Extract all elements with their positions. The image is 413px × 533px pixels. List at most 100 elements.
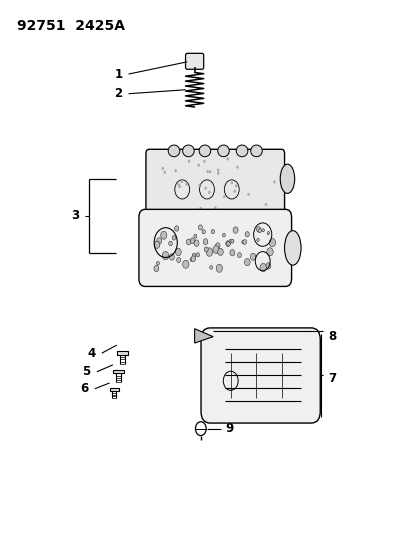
Ellipse shape xyxy=(182,145,194,157)
Circle shape xyxy=(230,239,233,243)
Circle shape xyxy=(259,263,266,272)
Circle shape xyxy=(268,239,275,247)
Text: 8: 8 xyxy=(328,330,336,343)
Ellipse shape xyxy=(250,145,262,157)
Text: 9: 9 xyxy=(225,422,233,435)
Circle shape xyxy=(161,167,164,170)
Circle shape xyxy=(241,240,244,244)
Circle shape xyxy=(267,209,269,212)
Circle shape xyxy=(160,231,166,239)
Circle shape xyxy=(216,168,219,172)
Circle shape xyxy=(169,254,174,260)
Text: 4: 4 xyxy=(87,346,95,360)
Circle shape xyxy=(214,206,216,209)
Circle shape xyxy=(217,248,223,255)
Circle shape xyxy=(258,229,261,232)
Circle shape xyxy=(169,241,172,246)
Circle shape xyxy=(209,265,212,269)
Circle shape xyxy=(156,261,159,265)
Circle shape xyxy=(193,234,197,238)
Circle shape xyxy=(229,249,234,256)
Polygon shape xyxy=(194,329,213,343)
Circle shape xyxy=(174,169,176,172)
Bar xyxy=(113,370,123,374)
Circle shape xyxy=(185,182,188,185)
Circle shape xyxy=(182,260,188,268)
Circle shape xyxy=(198,184,200,187)
Circle shape xyxy=(162,252,169,260)
Circle shape xyxy=(172,236,175,240)
Circle shape xyxy=(175,248,181,256)
Circle shape xyxy=(203,211,205,214)
Circle shape xyxy=(204,187,206,190)
Circle shape xyxy=(242,239,246,244)
Circle shape xyxy=(212,246,218,254)
Circle shape xyxy=(216,172,219,175)
Text: 5: 5 xyxy=(82,365,90,378)
Circle shape xyxy=(154,241,159,248)
Text: 6: 6 xyxy=(80,382,88,395)
Circle shape xyxy=(256,238,259,241)
FancyBboxPatch shape xyxy=(201,328,320,423)
Circle shape xyxy=(216,264,222,272)
Bar xyxy=(109,388,119,391)
Text: 3: 3 xyxy=(71,209,79,222)
Circle shape xyxy=(226,241,230,246)
Circle shape xyxy=(186,239,190,245)
Circle shape xyxy=(202,230,205,234)
Circle shape xyxy=(197,164,199,167)
Circle shape xyxy=(180,180,183,183)
Circle shape xyxy=(225,241,230,246)
Circle shape xyxy=(209,170,211,173)
Circle shape xyxy=(266,231,269,235)
Circle shape xyxy=(216,249,219,253)
Text: 92751  2425A: 92751 2425A xyxy=(17,19,125,33)
Circle shape xyxy=(191,256,195,262)
Circle shape xyxy=(190,258,192,261)
Circle shape xyxy=(190,238,194,244)
Circle shape xyxy=(194,240,199,246)
Circle shape xyxy=(208,191,210,194)
Circle shape xyxy=(226,157,228,160)
Circle shape xyxy=(266,248,273,256)
Ellipse shape xyxy=(284,231,300,265)
Circle shape xyxy=(237,253,241,257)
Circle shape xyxy=(223,195,225,198)
Circle shape xyxy=(265,263,270,269)
Circle shape xyxy=(256,227,260,232)
Ellipse shape xyxy=(168,145,179,157)
Circle shape xyxy=(204,247,208,252)
Circle shape xyxy=(203,239,207,245)
Bar xyxy=(116,351,128,354)
Circle shape xyxy=(244,231,249,237)
Circle shape xyxy=(174,226,178,231)
Circle shape xyxy=(156,238,161,244)
Circle shape xyxy=(163,171,166,174)
Circle shape xyxy=(222,233,225,237)
Circle shape xyxy=(273,180,275,183)
Ellipse shape xyxy=(236,145,247,157)
FancyBboxPatch shape xyxy=(139,209,291,286)
Circle shape xyxy=(154,265,159,272)
Text: 2: 2 xyxy=(114,87,122,100)
Circle shape xyxy=(198,225,202,230)
FancyBboxPatch shape xyxy=(145,149,284,219)
Circle shape xyxy=(234,184,237,188)
Circle shape xyxy=(261,229,264,232)
Circle shape xyxy=(192,253,195,258)
Circle shape xyxy=(199,207,201,210)
Circle shape xyxy=(176,257,180,263)
Circle shape xyxy=(215,243,219,248)
Ellipse shape xyxy=(280,164,294,193)
Circle shape xyxy=(228,239,231,243)
Text: 7: 7 xyxy=(328,372,336,385)
Circle shape xyxy=(250,253,255,260)
Circle shape xyxy=(233,190,235,193)
Circle shape xyxy=(247,193,249,196)
Circle shape xyxy=(236,166,238,169)
Circle shape xyxy=(177,183,180,186)
Circle shape xyxy=(244,259,249,266)
Circle shape xyxy=(206,248,212,256)
Ellipse shape xyxy=(217,145,229,157)
Circle shape xyxy=(206,170,209,173)
